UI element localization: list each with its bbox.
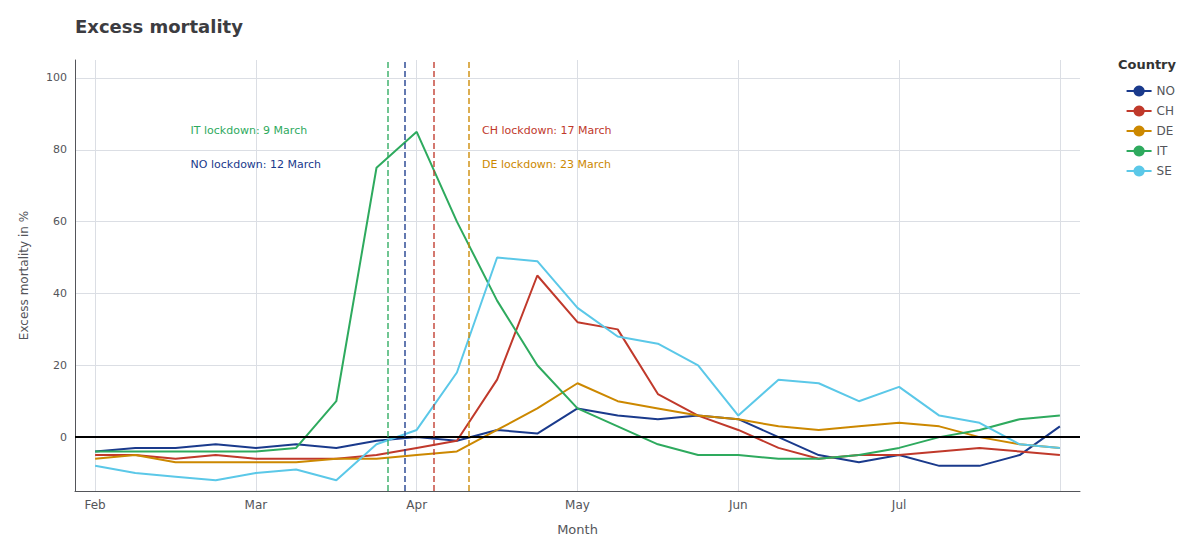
svg-text:80: 80	[53, 143, 67, 156]
svg-text:DE lockdown: 23 March: DE lockdown: 23 March	[482, 158, 611, 171]
svg-text:NO: NO	[1157, 84, 1175, 98]
svg-text:May: May	[565, 498, 590, 512]
svg-text:Mar: Mar	[245, 498, 268, 512]
svg-text:IT lockdown: 9 March: IT lockdown: 9 March	[191, 124, 308, 137]
svg-text:DE: DE	[1157, 124, 1174, 138]
svg-text:Country: Country	[1118, 57, 1177, 72]
svg-text:0: 0	[60, 431, 67, 444]
svg-text:Apr: Apr	[406, 498, 427, 512]
svg-text:Excess mortality: Excess mortality	[75, 16, 243, 37]
svg-text:Jun: Jun	[728, 498, 748, 512]
svg-text:Jul: Jul	[891, 498, 906, 512]
svg-text:IT: IT	[1157, 144, 1169, 158]
svg-text:100: 100	[46, 71, 67, 84]
svg-text:20: 20	[53, 359, 67, 372]
svg-text:60: 60	[53, 215, 67, 228]
svg-text:Excess mortality in %: Excess mortality in %	[17, 211, 31, 340]
svg-text:CH lockdown: 17 March: CH lockdown: 17 March	[482, 124, 612, 137]
svg-text:40: 40	[53, 287, 67, 300]
svg-text:CH: CH	[1157, 104, 1174, 118]
svg-text:Feb: Feb	[84, 498, 105, 512]
svg-text:Month: Month	[557, 522, 598, 537]
svg-text:SE: SE	[1157, 164, 1172, 178]
svg-text:NO lockdown: 12 March: NO lockdown: 12 March	[191, 158, 322, 171]
